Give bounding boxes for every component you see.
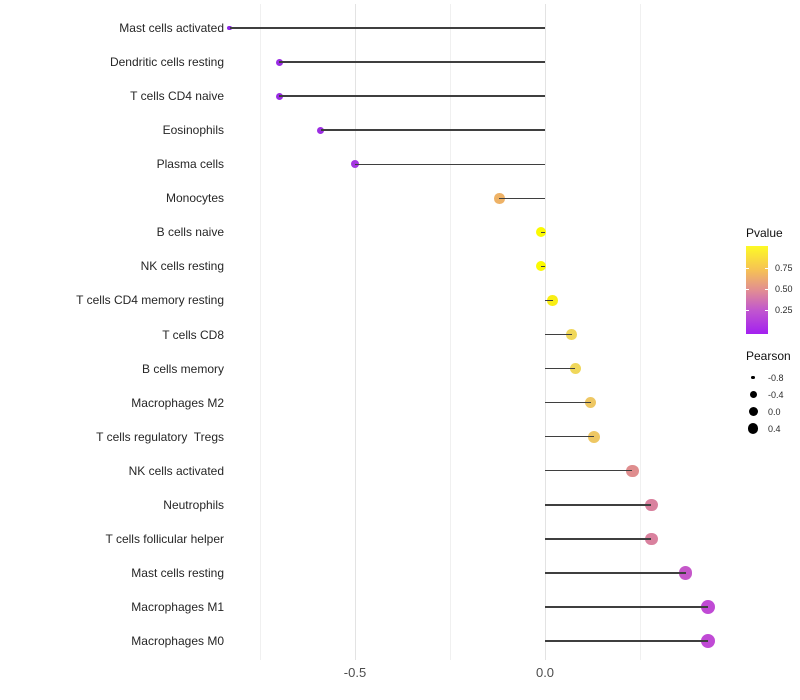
y-axis-label: T cells CD4 memory resting: [76, 293, 224, 308]
lollipop-stem: [229, 27, 545, 29]
lollipop-stem: [355, 163, 545, 165]
lollipop-stem: [545, 538, 652, 540]
y-axis-label: Neutrophils: [163, 497, 224, 512]
y-axis-label: T cells regulatory Tregs: [96, 429, 224, 444]
y-axis-label: Mast cells resting: [131, 565, 224, 580]
pearson-size-entries: -0.8 -0.4 0.0 0.4: [746, 369, 791, 437]
x-gridline: [355, 4, 356, 660]
lollipop-stem: [499, 197, 545, 199]
pearson-legend-dot: [749, 391, 757, 398]
data-point-dot: [584, 396, 597, 409]
y-axis-label: T cells follicular helper: [105, 531, 225, 546]
pearson-legend-label: -0.4: [768, 389, 784, 400]
x-gridline: [260, 4, 261, 660]
x-axis-tick-label: 0.0: [535, 665, 555, 680]
pvalue-tick-label: 0.75: [775, 263, 793, 273]
lollipop-stem: [545, 640, 709, 642]
lollipop-stem: [545, 572, 686, 574]
pvalue-tick-mark: [765, 309, 768, 311]
pearson-legend-label: -0.8: [768, 372, 784, 383]
data-point-dot: [701, 634, 716, 649]
lollipop-stem: [541, 265, 545, 268]
data-point-dot: [701, 600, 716, 615]
pearson-legend-entry: -0.4: [746, 386, 791, 403]
y-axis-label: Eosinophils: [162, 123, 224, 138]
y-axis-label: T cells CD4 naive: [130, 89, 224, 104]
lollipop-stem: [545, 606, 709, 608]
y-axis-label: B cells naive: [156, 225, 224, 240]
pvalue-tick-label: 0.25: [775, 304, 793, 315]
plot-panel: [227, 4, 740, 660]
pearson-legend-entry: -0.8: [746, 369, 791, 386]
pearson-legend-entry: 0.4: [746, 420, 791, 437]
lollipop-stem: [545, 333, 572, 336]
pvalue-colorbar: 0.75 0.50 0.25: [746, 246, 793, 334]
pvalue-tick-mark: [746, 268, 749, 269]
pvalue-tick-mark: [765, 268, 768, 269]
y-axis-label: Mast cells activated: [119, 21, 224, 35]
y-axis-label: Dendritic cells resting: [109, 55, 224, 70]
y-axis-label: Monocytes: [165, 191, 224, 206]
y-axis-label: Macrophages M0: [131, 634, 224, 649]
lollipop-stem: [545, 436, 595, 438]
legend-pvalue: Pvalue 0.75 0.50 0.25: [746, 226, 793, 334]
y-axis-label: B cells memory: [141, 361, 224, 376]
pvalue-tick-mark: [746, 288, 749, 290]
lollipop-stem: [545, 367, 576, 370]
y-axis-label: NK cells activated: [128, 463, 224, 478]
data-point-dot: [566, 329, 577, 340]
pvalue-tick-label: 0.50: [775, 283, 793, 294]
lollipop-stem: [545, 401, 591, 404]
pearson-legend-dot: [747, 423, 759, 434]
legend-pearson: Pearson -0.8 -0.4 0.0 0.4: [746, 349, 791, 437]
pearson-legend-label: 0.0: [768, 406, 781, 417]
x-gridline: [640, 4, 641, 660]
x-gridline: [450, 4, 451, 660]
data-point-dot: [588, 430, 601, 443]
pearson-legend-dot: [751, 375, 755, 380]
data-point-dot: [645, 532, 658, 546]
pearson-legend-entry: 0.0: [746, 403, 791, 420]
data-point-dot: [547, 295, 558, 306]
data-point-dot: [678, 566, 693, 580]
y-axis-label: Macrophages M1: [131, 600, 224, 615]
legend-pvalue-title: Pvalue: [746, 226, 783, 240]
lollipop-stem: [279, 95, 545, 97]
x-axis-tick-label: -0.5: [343, 665, 367, 680]
y-axis-label: Macrophages M2: [131, 395, 224, 410]
data-point-dot: [645, 498, 658, 512]
data-point-dot: [626, 464, 639, 478]
y-axis-label: NK cells resting: [140, 259, 224, 274]
y-axis-label: T cells CD8: [162, 327, 224, 342]
x-gridline: [545, 4, 546, 660]
lollipop-stem: [279, 61, 545, 63]
lollipop-stem: [545, 470, 633, 472]
y-axis-label: Plasma cells: [156, 157, 224, 172]
pvalue-tick-mark: [765, 288, 768, 290]
legend-pearson-title: Pearson: [746, 349, 791, 363]
lollipop-stem: [320, 129, 545, 131]
data-point-dot: [569, 363, 581, 375]
pvalue-tick-mark: [746, 309, 749, 311]
lollipop-stem: [545, 299, 553, 302]
pearson-legend-label: 0.4: [768, 423, 781, 434]
lollipop-stem: [541, 231, 545, 234]
pearson-legend-dot: [748, 407, 758, 416]
lollipop-stem: [545, 504, 652, 506]
